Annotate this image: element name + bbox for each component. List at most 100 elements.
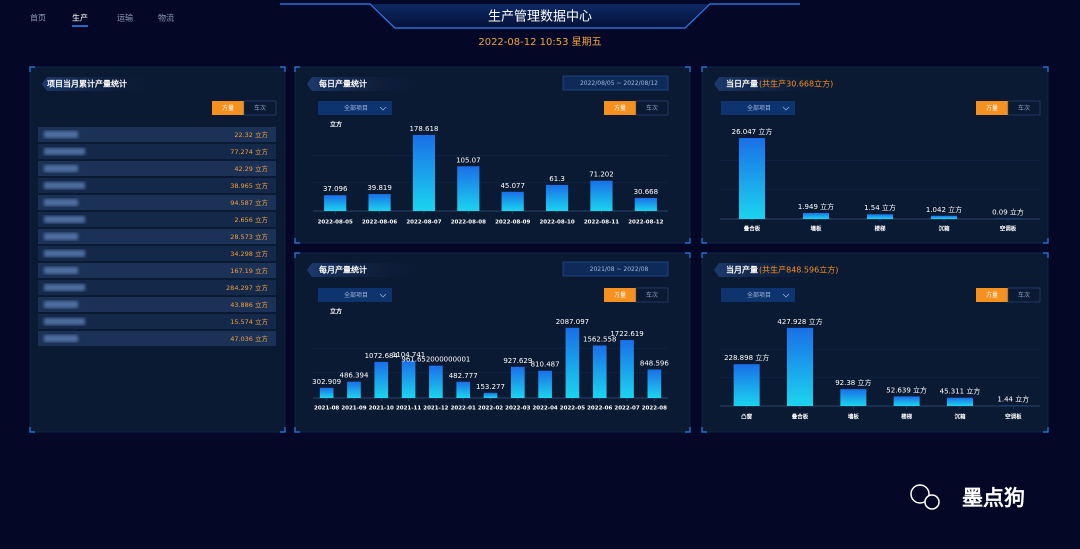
bar (867, 214, 893, 219)
toggle-label[interactable]: 方量 (222, 104, 234, 112)
x-tick-label: 空调板 (1005, 413, 1022, 421)
x-tick-label: 2022-08-06 (362, 220, 397, 226)
toggle-inactive[interactable] (1007, 100, 1041, 116)
toggle-label[interactable]: 车次 (254, 104, 266, 112)
chart-title: 每月产量统计 (319, 265, 367, 275)
x-tick-label: 2021-10 (369, 406, 394, 412)
panel-corner (294, 66, 300, 72)
bar (368, 194, 391, 211)
bar (429, 365, 443, 398)
panel-corner (280, 427, 286, 433)
panel-corner (701, 66, 707, 72)
toggle-label[interactable]: 方量 (986, 291, 998, 299)
filter-dropdown[interactable] (721, 288, 795, 302)
bar (545, 184, 569, 211)
x-tick-label: 楼梯 (901, 413, 913, 421)
toggle-active[interactable] (604, 101, 636, 115)
nav-item[interactable]: 运输 (117, 13, 133, 23)
bar (538, 370, 552, 398)
table-row (38, 297, 276, 312)
row-value: 42.29 立方 (234, 164, 268, 173)
filter-label[interactable]: 全部项目 (747, 104, 771, 112)
toggle-label[interactable]: 车次 (1018, 291, 1030, 299)
panel-corner (29, 66, 35, 72)
toggle-active[interactable] (976, 288, 1008, 302)
dropdown-caret (782, 293, 790, 298)
filter-label[interactable]: 全部项目 (344, 291, 368, 299)
bar (374, 361, 389, 398)
bar (510, 366, 525, 398)
data-label: 26.047 立方 (732, 127, 773, 136)
x-tick-label: 2021-08 (314, 406, 339, 412)
data-label: 1722.619 (610, 330, 643, 338)
chart-subtitle: (共生产848.596立方) (759, 265, 838, 275)
toggle-label[interactable]: 车次 (646, 291, 658, 299)
toggle-inactive[interactable] (1007, 287, 1041, 303)
toggle-label[interactable]: 方量 (986, 104, 998, 112)
toggle-label[interactable]: 方量 (614, 291, 626, 299)
filter-label[interactable]: 全部项目 (344, 104, 368, 112)
toggle-label[interactable]: 车次 (646, 104, 658, 112)
data-label: 961.652000000001 (401, 356, 470, 364)
wechat-icon (924, 494, 940, 510)
bar (501, 191, 524, 211)
data-label: 1.042 立方 (926, 205, 962, 214)
bar (483, 392, 498, 398)
panel-corner (701, 238, 707, 244)
filter-dropdown[interactable] (721, 101, 795, 115)
x-tick-label: 墙板 (810, 225, 822, 233)
data-label: 1.54 立方 (864, 203, 896, 212)
row-value: 28.573 立方 (230, 232, 268, 241)
data-label: 810.487 (531, 361, 560, 369)
bar (787, 327, 813, 406)
date-range[interactable]: 2022/08/05 ~ 2022/08/12 (580, 80, 658, 87)
toggle-active[interactable] (976, 101, 1008, 115)
filter-dropdown[interactable] (318, 101, 392, 115)
x-tick-label: 2022-08 (642, 406, 667, 412)
toggle-active[interactable] (604, 288, 636, 302)
x-tick-label: 楼梯 (874, 225, 886, 233)
bar (324, 195, 347, 211)
toggle-label[interactable]: 方量 (614, 104, 626, 112)
filter-label[interactable]: 全部项目 (747, 291, 771, 299)
nav-item[interactable]: 首页 (30, 13, 46, 23)
header-banner (372, 4, 708, 27)
row-value: 2.656 立方 (234, 215, 268, 224)
panel-corner (701, 427, 707, 433)
panel-corner (1043, 238, 1049, 244)
filter-dropdown[interactable] (318, 288, 392, 302)
date-range-picker[interactable] (562, 75, 669, 91)
row-name-redacted (44, 216, 85, 223)
panel-corner (294, 427, 300, 433)
row-name-redacted (44, 131, 78, 138)
table-row (38, 178, 276, 193)
row-value: 38.965 立方 (230, 181, 268, 190)
data-label: 848.596 (640, 359, 669, 367)
data-label: 105.07 (456, 156, 481, 164)
toggle-active[interactable] (212, 101, 244, 115)
data-label: 482.777 (449, 372, 478, 380)
table-row (38, 127, 276, 142)
data-label: 178.618 (409, 125, 438, 133)
bar (565, 327, 580, 398)
panel-corner (685, 252, 691, 258)
date-range-picker[interactable] (562, 261, 669, 277)
date-range[interactable]: 2021/08 ~ 2022/08 (590, 266, 649, 273)
data-label: 45.311 立方 (940, 387, 981, 396)
row-name-redacted (44, 301, 78, 308)
nav-item[interactable]: 生产 (72, 13, 88, 23)
nav-item[interactable]: 物流 (158, 13, 174, 23)
toggle-inactive[interactable] (635, 100, 669, 116)
panel-title-tab (307, 77, 425, 91)
x-tick-label: 2022-02 (478, 406, 503, 412)
data-label: 1562.558 (583, 335, 616, 343)
bar (634, 197, 657, 211)
data-label: 61.3 (549, 175, 565, 183)
toggle-inactive[interactable] (635, 287, 669, 303)
toggle-inactive[interactable] (243, 100, 277, 116)
data-label: 427.928 立方 (777, 317, 822, 326)
panel-title-tab (42, 77, 160, 91)
panel-title-tab (714, 77, 832, 91)
toggle-label[interactable]: 车次 (1018, 104, 1030, 112)
